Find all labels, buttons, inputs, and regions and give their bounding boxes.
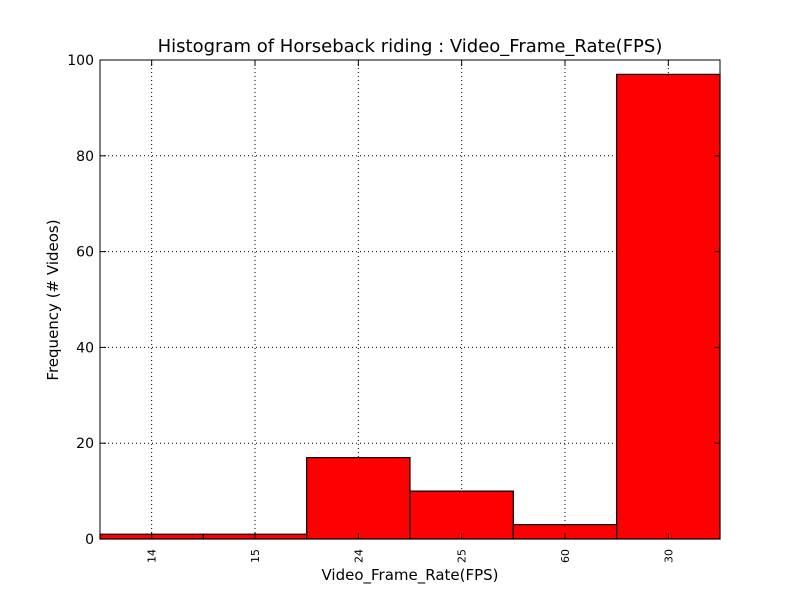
plot-frame xyxy=(99,59,721,540)
y-tick-label: 60 xyxy=(76,245,94,261)
x-tick-label: 15 xyxy=(249,549,262,563)
y-tick-label: 100 xyxy=(67,53,94,69)
y-axis-label: Frequency (# Videos) xyxy=(44,219,62,380)
y-tick-label: 80 xyxy=(76,149,94,165)
y-tick-label: 0 xyxy=(85,532,94,548)
y-tick-label: 20 xyxy=(76,436,94,452)
x-axis-ticks: 14 15 24 25 60 30 xyxy=(146,60,675,563)
x-tick-label: 30 xyxy=(662,549,675,563)
y-tick-label: 40 xyxy=(76,340,94,356)
x-tick-label: 60 xyxy=(559,549,572,563)
bars xyxy=(99,73,721,540)
bar xyxy=(306,456,411,540)
bar xyxy=(409,490,514,540)
x-axis-label: Video_Frame_Rate(FPS) xyxy=(321,566,498,585)
bar xyxy=(616,73,721,540)
x-tick-label: 24 xyxy=(352,549,365,563)
x-tick-label: 14 xyxy=(146,549,159,563)
chart-title: Histogram of Horseback riding : Video_Fr… xyxy=(158,36,663,57)
y-axis-ticks: 0 20 40 60 80 100 xyxy=(67,53,720,548)
x-tick-label: 25 xyxy=(456,549,469,563)
